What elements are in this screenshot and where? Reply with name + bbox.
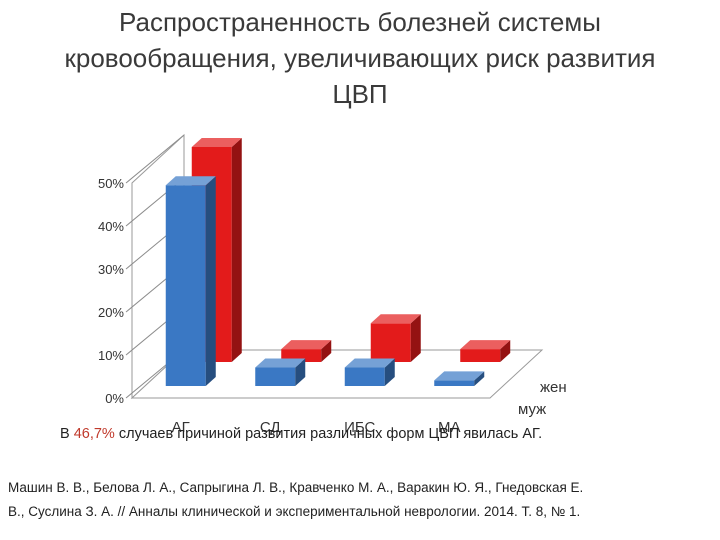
x-tick-label: ИБС [344, 419, 375, 436]
bar [344, 358, 395, 386]
bar [165, 176, 216, 386]
x-tick-label: СД [260, 419, 281, 436]
y-tick-label: 30% [98, 262, 124, 277]
bar [460, 340, 511, 362]
bar-top [281, 340, 332, 350]
title-line-2: кровообращения, увеличивающих риск разви… [64, 43, 656, 73]
bar-side [205, 176, 216, 386]
title-line-3: ЦВП [332, 79, 388, 109]
bar [434, 371, 485, 386]
bar-side [295, 358, 306, 386]
bar-front [460, 349, 501, 362]
bar-front [434, 380, 475, 386]
y-tick-label: 10% [98, 348, 124, 363]
bar-side [384, 358, 395, 386]
bar-side [500, 340, 511, 362]
bar-top [370, 314, 421, 324]
caption-prefix: В [60, 426, 74, 442]
y-tick-label: 40% [98, 219, 124, 234]
bar [281, 340, 332, 362]
y-tick-label: 50% [98, 176, 124, 191]
title-line-1: Распространенность болезней системы [119, 7, 601, 37]
bar [370, 314, 421, 362]
caption-percent: 46,7% [73, 426, 115, 442]
bar-top [255, 358, 306, 368]
bar-chart-3d: 0% 10% 20% 30% 40% 50% АГ СД ИБС МА жен муж [98, 133, 567, 436]
caption-suffix: случаев причиной развития различных форм… [114, 426, 543, 442]
series-label: муж [518, 401, 546, 418]
bar-front [344, 367, 385, 386]
bar-front [255, 367, 296, 386]
chart-caption: В 46,7% случаев причиной развития различ… [60, 426, 700, 442]
bar-top [434, 371, 485, 381]
bar-side [321, 340, 332, 362]
y-tick-label: 0% [105, 391, 124, 406]
bar-top [165, 176, 216, 186]
reference-line-1: Машин В. В., Белова Л. А., Сапрыгина Л. … [8, 480, 584, 495]
bar-front [165, 185, 206, 386]
bar-top [191, 138, 242, 147]
bar-side [410, 314, 421, 362]
slide-title: Распространенность болезней системы кров… [10, 4, 710, 112]
series-label: жен [540, 379, 567, 396]
bar-front [370, 323, 411, 362]
bar-top [460, 340, 511, 350]
x-tick-label: МА [438, 419, 461, 436]
y-tick-label: 20% [98, 305, 124, 320]
gridline [125, 134, 185, 184]
x-tick-label: АГ [172, 419, 190, 436]
reference: Машин В. В., Белова Л. А., Сапрыгина Л. … [8, 476, 714, 524]
bar-top [344, 358, 395, 368]
bar-side [231, 138, 242, 362]
bar [255, 358, 306, 386]
reference-line-2: В., Суслина З. А. // Анналы клинической … [8, 504, 581, 519]
bar-side [474, 371, 485, 386]
